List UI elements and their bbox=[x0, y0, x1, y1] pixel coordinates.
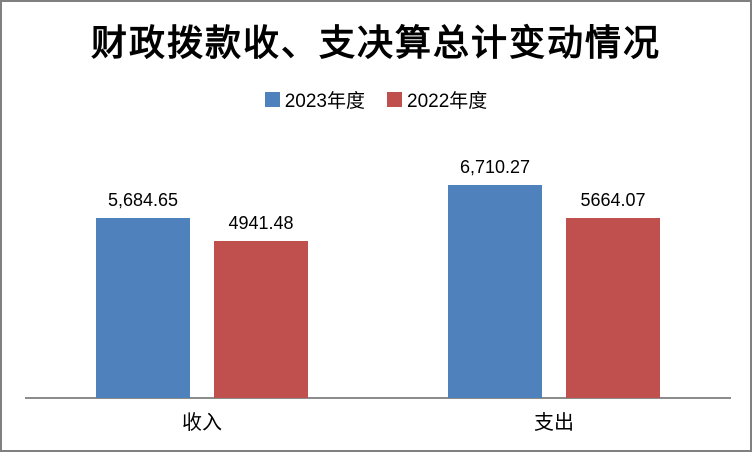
bar bbox=[96, 218, 190, 398]
bar-value-label: 5,684.65 bbox=[107, 190, 179, 210]
category-label: 收入 bbox=[182, 412, 222, 434]
bar-value-label: 4941.48 bbox=[228, 213, 294, 233]
bar-value-label: 5664.07 bbox=[580, 190, 646, 210]
chart-title: 财政拨款收、支决算总计变动情况 bbox=[90, 22, 661, 63]
legend-label: 2022年度 bbox=[407, 91, 488, 112]
legend-swatch bbox=[264, 92, 280, 107]
plot-area: 5,684.65 4941.48 收入 6,710.27 5664.07 支出 bbox=[25, 143, 731, 434]
legend: 2023年度 2022年度 bbox=[2, 86, 750, 113]
x-axis-line bbox=[25, 397, 731, 399]
bar bbox=[566, 218, 660, 398]
category-label: 支出 bbox=[534, 412, 574, 434]
legend-label: 2023年度 bbox=[284, 91, 365, 112]
legend-item: 2022年度 bbox=[387, 86, 487, 113]
bar bbox=[448, 185, 542, 398]
legend-item: 2023年度 bbox=[264, 86, 365, 113]
legend-swatch bbox=[387, 92, 402, 107]
bar bbox=[214, 241, 308, 398]
bar-value-label: 6,710.27 bbox=[459, 157, 531, 177]
